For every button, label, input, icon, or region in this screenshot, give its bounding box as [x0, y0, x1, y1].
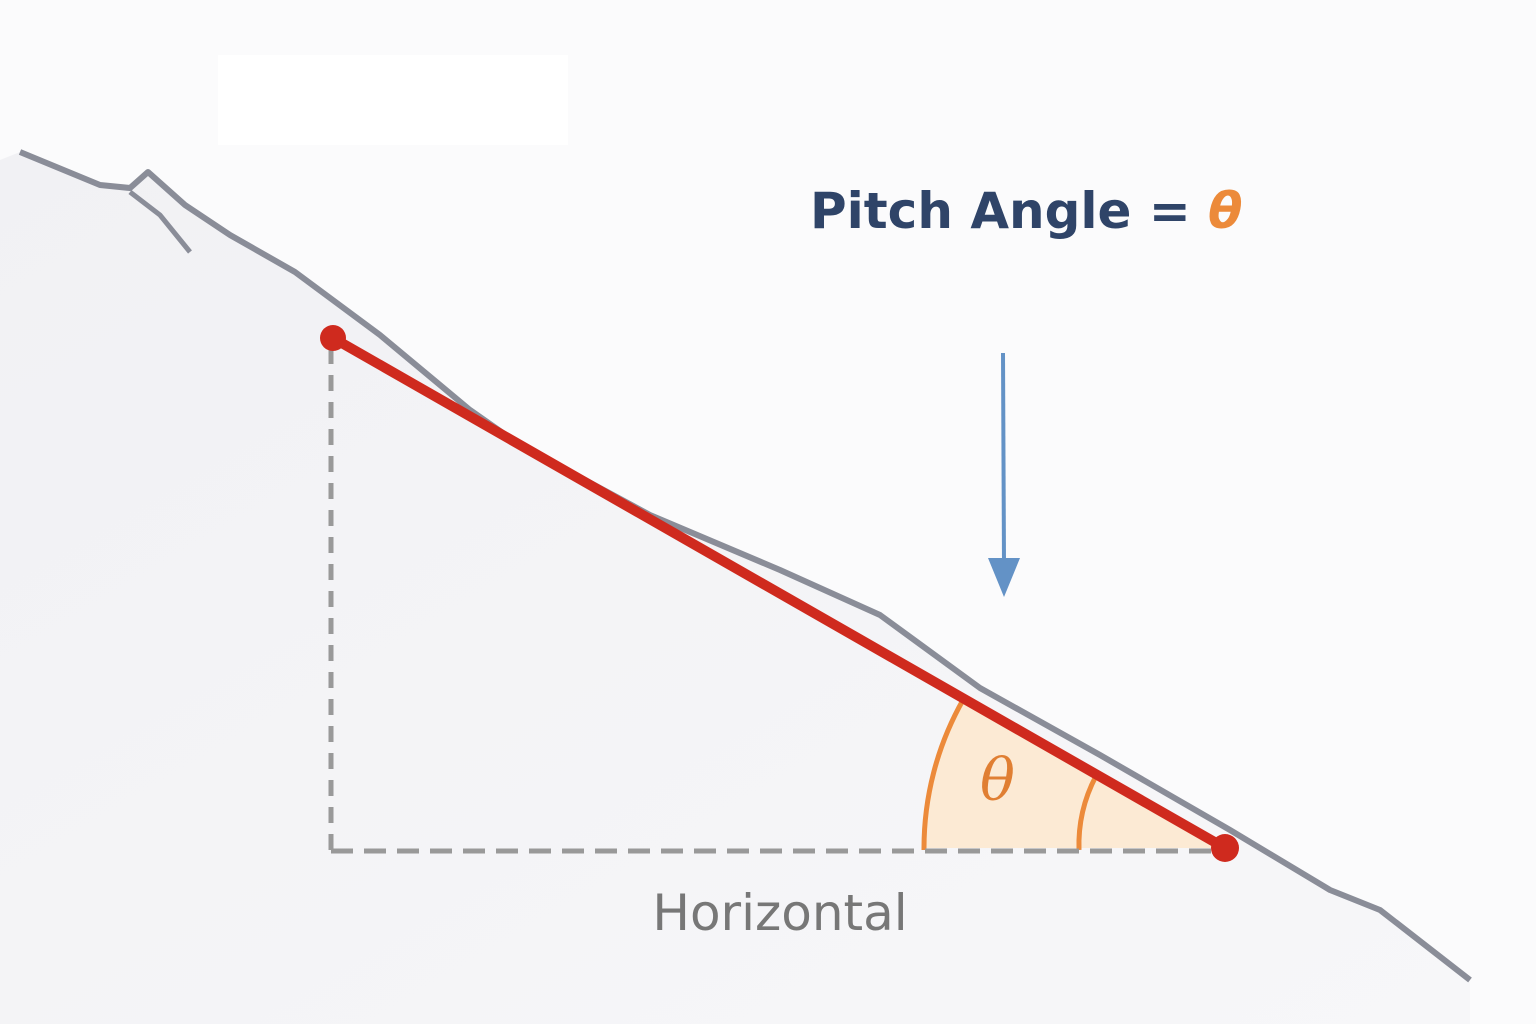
slope-line — [328, 333, 1230, 853]
title: Pitch Angle = θ — [810, 182, 1243, 240]
ridge-spur — [128, 190, 192, 254]
angle-arc-inner — [1076, 774, 1099, 851]
slope-start-point — [320, 325, 346, 351]
angle-label: θ — [980, 746, 1015, 814]
angle-arc-outer — [921, 698, 966, 851]
down-arrow-head — [988, 558, 1020, 597]
blank-label-box — [218, 55, 568, 145]
horizontal-label: Horizontal — [652, 884, 907, 942]
angle-wedge — [922, 698, 1225, 848]
slope-end-point — [1211, 834, 1239, 862]
down-arrow-shaft — [1001, 352, 1006, 566]
